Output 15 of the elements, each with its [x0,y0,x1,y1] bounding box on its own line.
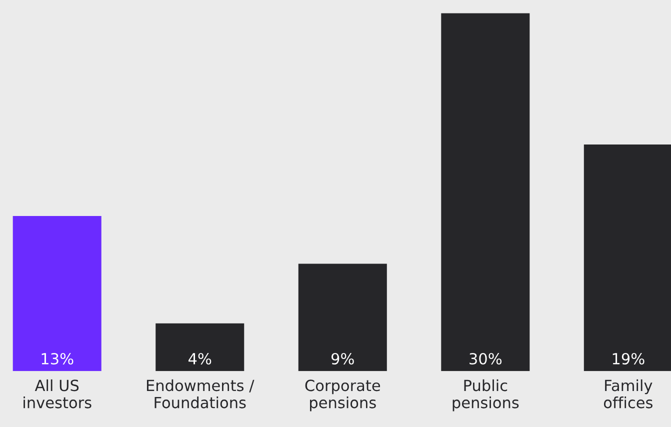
x-tick-label: Endowments / Foundations [146,379,254,408]
bar [584,144,671,372]
data-label: 13% [42,352,74,365]
x-tick-label: Corporate pensions [305,380,380,412]
bar [298,264,387,372]
data-label: 19% [612,352,644,365]
bar [441,13,530,372]
data-label: 30% [470,352,502,365]
x-tick-label: All US investors [24,379,92,408]
bar [12,216,102,372]
bar [156,323,244,372]
data-label: 9% [331,352,354,365]
x-tick-label: Family offices [604,379,652,408]
x-tick-label: Public pensions [452,379,519,412]
data-label: 4% [188,352,212,365]
